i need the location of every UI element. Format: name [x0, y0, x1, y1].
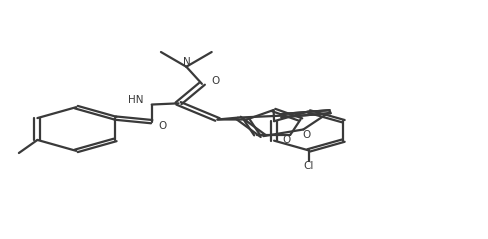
- Text: HN: HN: [128, 95, 143, 105]
- Text: Cl: Cl: [303, 161, 313, 171]
- Text: O: O: [302, 130, 310, 140]
- Text: O: O: [211, 76, 219, 87]
- Text: N: N: [183, 57, 191, 67]
- Text: O: O: [158, 121, 166, 131]
- Text: O: O: [282, 135, 290, 145]
